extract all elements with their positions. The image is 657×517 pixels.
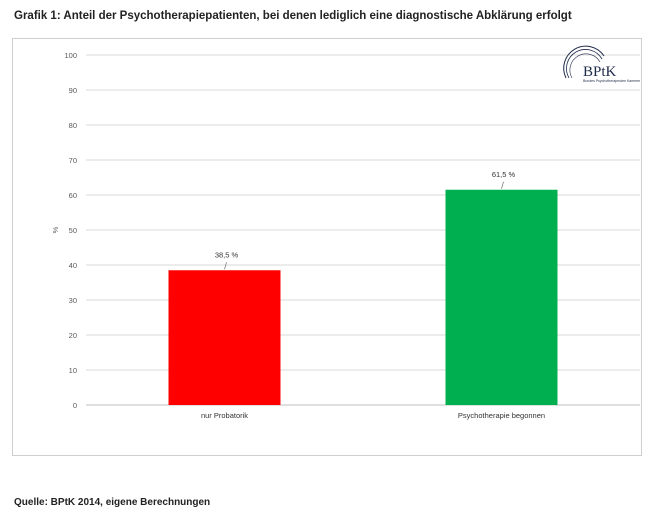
data-label: 61,5 % [492, 170, 516, 179]
x-tick-labels: nur Probatorik Psychotherapie begonnen [201, 411, 545, 420]
y-tick-label: 10 [69, 366, 77, 375]
data-label-leader [224, 262, 227, 270]
data-label-leader [501, 181, 504, 189]
x-tick-label: nur Probatorik [201, 411, 248, 420]
bptk-logo: BPtK Bundes Psychotherapeuten Kammer [563, 45, 641, 83]
y-tick-label: 30 [69, 296, 77, 305]
y-tick-label: 70 [69, 156, 77, 165]
y-tick-label: 80 [69, 121, 77, 130]
bar [445, 189, 558, 405]
y-axis-label: % [51, 226, 60, 233]
y-tick-label: 20 [69, 331, 77, 340]
x-tick-label: Psychotherapie begonnen [458, 411, 545, 420]
chart-title: Grafik 1: Anteil der Psychotherapiepatie… [14, 10, 572, 22]
y-tick-label: 100 [64, 51, 77, 60]
logo-subtext: Bundes Psychotherapeuten Kammer [583, 79, 641, 83]
source-note: Quelle: BPtK 2014, eigene Berechnungen [14, 497, 211, 508]
logo-text: BPtK [583, 64, 617, 80]
y-tick-label: 50 [69, 226, 77, 235]
data-label: 38,5 % [215, 250, 239, 259]
y-tick-label: 60 [69, 191, 77, 200]
y-tick-label: 40 [69, 261, 77, 270]
y-tick-label: 90 [69, 86, 77, 95]
y-tick-label: 0 [73, 401, 77, 410]
y-tick-labels: 0 10 20 30 40 50 60 70 80 90 100 [64, 51, 77, 410]
chart-frame [12, 38, 642, 456]
bars: 38,5 % 61,5 % [168, 170, 558, 405]
bar [168, 270, 281, 405]
